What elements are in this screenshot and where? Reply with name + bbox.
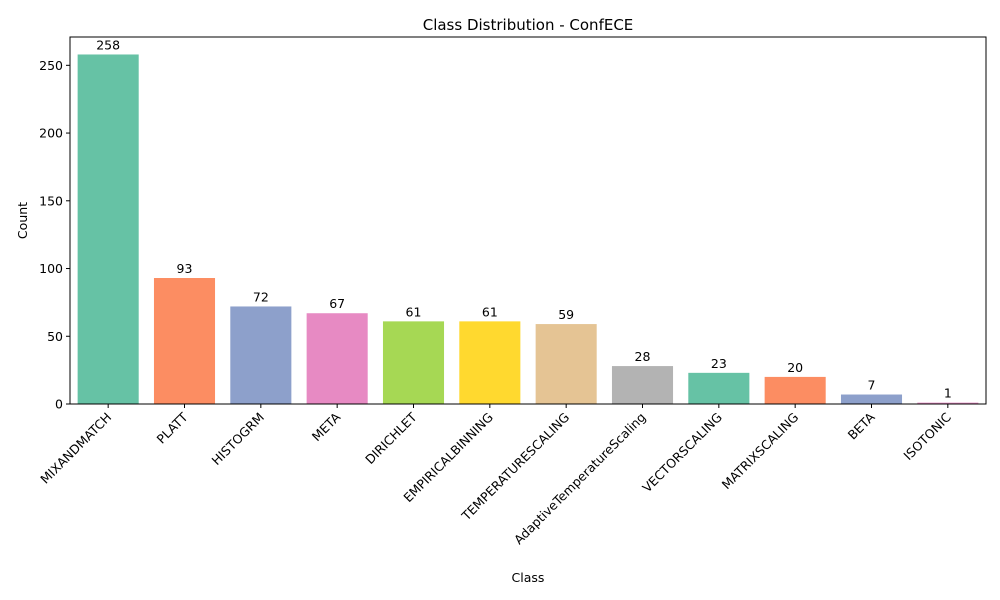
x-axis-label: Class (512, 570, 545, 585)
x-tick-label: VECTORSCALING (639, 410, 725, 496)
bar-empiricalbinning (459, 321, 521, 404)
data-label-adaptivetemperaturescaling: 28 (635, 349, 651, 364)
bar-meta (306, 313, 368, 404)
data-label-beta: 7 (868, 378, 876, 393)
x-tick-label: MIXANDMATCH (37, 410, 114, 487)
x-tick-label: AdaptiveTemperatureScaling (511, 410, 649, 548)
y-tick-label: 200 (39, 126, 63, 141)
bar-histogrm (230, 306, 292, 404)
chart-title: Class Distribution - ConfECE (423, 16, 634, 34)
bar-beta (840, 394, 903, 404)
bar-dirichlet (382, 321, 445, 404)
y-tick-label: 100 (39, 261, 63, 276)
bar-adaptivetemperaturescaling (611, 366, 674, 404)
y-axis: 0 50 100 150 200 250 (39, 58, 70, 412)
bar-mixandmatch (77, 54, 139, 404)
bar-matrixscaling (764, 376, 826, 404)
y-tick-label: 250 (39, 58, 63, 73)
y-tick-label: 0 (55, 397, 63, 412)
bar-platt (153, 278, 216, 404)
x-tick-label: MATRIXSCALING (719, 410, 802, 493)
y-tick-label: 150 (39, 193, 63, 208)
data-label-empiricalbinning: 61 (482, 304, 498, 319)
data-label-matrixscaling: 20 (787, 360, 803, 375)
x-tick-label: ISOTONIC (900, 409, 954, 463)
data-label-meta: 67 (329, 296, 345, 311)
x-tick-label: PLATT (154, 409, 191, 446)
y-axis-label: Count (15, 202, 30, 239)
x-axis: MIXANDMATCH PLATT HISTOGRM META DIRICHLETEMP… (37, 404, 954, 547)
x-tick-label: BETA (845, 409, 878, 442)
data-label-isotonic: 1 (944, 386, 952, 401)
data-label-dirichlet: 61 (406, 304, 422, 319)
x-tick-label: HISTOGRM (209, 410, 267, 468)
bar-isotonic (917, 402, 979, 404)
bar-vectorscaling (688, 372, 750, 404)
x-tick-label: META (309, 409, 344, 444)
data-label-temperaturescaling: 59 (558, 307, 574, 322)
data-label-mixandmatch: 258 (96, 37, 120, 52)
bars-group (77, 54, 979, 404)
data-label-platt: 93 (177, 261, 193, 276)
y-tick-label: 50 (47, 329, 63, 344)
plot-frame (69, 36, 987, 405)
bar-temperaturescaling (535, 324, 597, 404)
data-label-histogrm: 72 (253, 289, 269, 304)
x-tick-label: DIRICHLET (362, 409, 420, 467)
data-labels-group: 258 93 72 67 61 61 59 28 23 20 7 1 (96, 37, 952, 400)
data-label-vectorscaling: 23 (711, 356, 727, 371)
